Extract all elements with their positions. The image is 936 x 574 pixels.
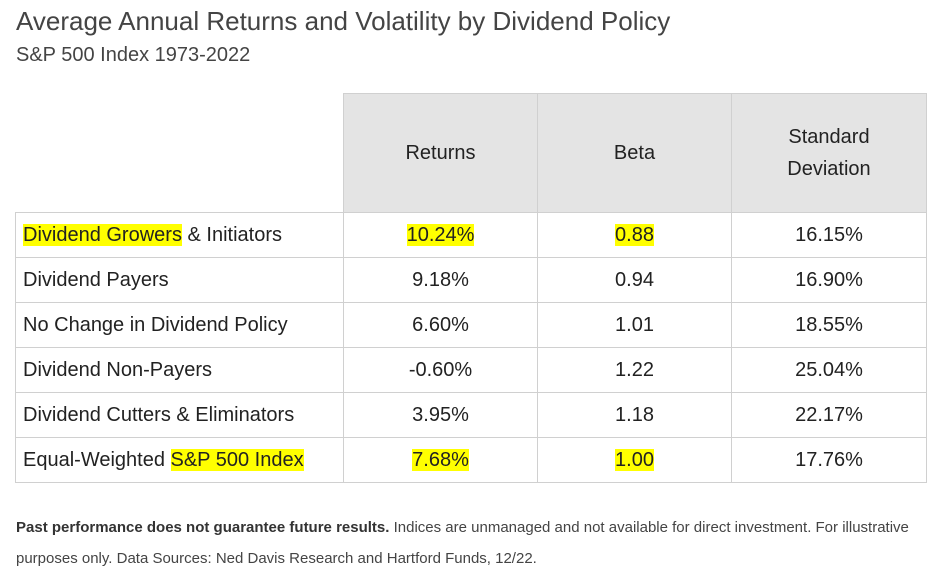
row-label-text: Dividend Payers	[23, 268, 169, 291]
std-dev-cell-value: 18.55%	[795, 313, 863, 336]
std-dev-cell: 22.17%	[731, 392, 927, 438]
footnote: Past performance does not guarantee futu…	[16, 512, 921, 574]
returns-cell: -0.60%	[343, 347, 538, 393]
std-dev-cell: 16.15%	[731, 212, 927, 258]
row-label-text: No Change in Dividend Policy	[23, 313, 288, 336]
row-label: Dividend Growers & Initiators	[15, 212, 344, 258]
std-dev-cell-value: 16.90%	[795, 268, 863, 291]
header-beta: Beta	[537, 93, 732, 213]
beta-cell-value: 1.00	[615, 448, 654, 471]
beta-cell-value: 1.22	[615, 358, 654, 381]
row-label-highlighted: S&P 500 Index	[170, 448, 304, 471]
returns-cell: 6.60%	[343, 302, 538, 348]
beta-cell-value: 1.01	[615, 313, 654, 336]
header-std-dev-line1: Standard	[788, 126, 870, 148]
beta-cell-value: 1.18	[615, 403, 654, 426]
footnote-text: Indices are unmanaged and not available …	[16, 519, 909, 567]
std-dev-cell-value: 17.76%	[795, 448, 863, 471]
returns-cell-value: 10.24%	[406, 223, 475, 246]
returns-cell-value: -0.60%	[408, 358, 473, 381]
header-returns: Returns	[343, 93, 538, 213]
data-table: Returns Beta Standard Deviation Dividend …	[15, 93, 927, 483]
page-subtitle: S&P 500 Index 1973-2022	[16, 44, 251, 66]
beta-cell: 1.00	[537, 437, 732, 483]
table-row: Dividend Cutters & Eliminators 3.95% 1.18 2…	[15, 392, 927, 438]
row-label-text: Equal-Weighted	[23, 448, 171, 471]
beta-cell-value: 0.94	[615, 268, 654, 291]
beta-cell: 0.94	[537, 257, 732, 303]
beta-cell: 0.88	[537, 212, 732, 258]
row-label-text: Dividend Non-Payers	[23, 358, 212, 381]
row-label: Equal-Weighted S&P 500 Index	[15, 437, 344, 483]
row-label: Dividend Cutters & Eliminators	[15, 392, 344, 438]
returns-cell: 9.18%	[343, 257, 538, 303]
returns-cell: 10.24%	[343, 212, 538, 258]
beta-cell: 1.01	[537, 302, 732, 348]
row-label: Dividend Payers	[15, 257, 344, 303]
std-dev-cell: 25.04%	[731, 347, 927, 393]
header-corner	[15, 93, 344, 213]
row-label-text: & Initiators	[181, 223, 283, 246]
header-row: Returns Beta Standard Deviation	[15, 93, 927, 213]
std-dev-cell: 18.55%	[731, 302, 927, 348]
table-row: Dividend Non-Payers -0.60% 1.22 25.04%	[15, 347, 927, 393]
row-label: No Change in Dividend Policy	[15, 302, 344, 348]
returns-cell-value: 3.95%	[412, 403, 469, 426]
beta-cell-value: 0.88	[615, 223, 654, 246]
row-label-text: Dividend Cutters & Eliminators	[23, 403, 295, 426]
returns-cell-value: 9.18%	[412, 268, 469, 291]
row-label: Dividend Non-Payers	[15, 347, 344, 393]
returns-cell-value: 6.60%	[412, 313, 469, 336]
std-dev-cell-value: 25.04%	[795, 358, 863, 381]
returns-cell-value: 7.68%	[412, 448, 469, 471]
std-dev-cell-value: 22.17%	[795, 403, 863, 426]
beta-cell: 1.18	[537, 392, 732, 438]
std-dev-cell: 16.90%	[731, 257, 927, 303]
footnote-bold: Past performance does not guarantee futu…	[16, 519, 390, 536]
header-std-dev: Standard Deviation	[731, 93, 927, 213]
row-label-highlighted: Dividend Growers	[23, 223, 182, 246]
std-dev-cell-value: 16.15%	[795, 223, 863, 246]
header-std-dev-line2: Deviation	[787, 158, 871, 180]
table-row: Dividend Payers 9.18% 0.94 16.90%	[15, 257, 927, 303]
page-title: Average Annual Returns and Volatility by…	[16, 6, 671, 36]
table-row: Dividend Growers & Initiators 10.24% 0.88 1…	[15, 212, 927, 258]
table-row: No Change in Dividend Policy 6.60% 1.01 18.…	[15, 302, 927, 348]
table-body: Dividend Growers & Initiators 10.24% 0.88 1…	[15, 212, 927, 483]
returns-cell: 3.95%	[343, 392, 538, 438]
std-dev-cell: 17.76%	[731, 437, 927, 483]
table-row: Equal-Weighted S&P 500 Index 7.68% 1.00 17.…	[15, 437, 927, 483]
beta-cell: 1.22	[537, 347, 732, 393]
returns-cell: 7.68%	[343, 437, 538, 483]
